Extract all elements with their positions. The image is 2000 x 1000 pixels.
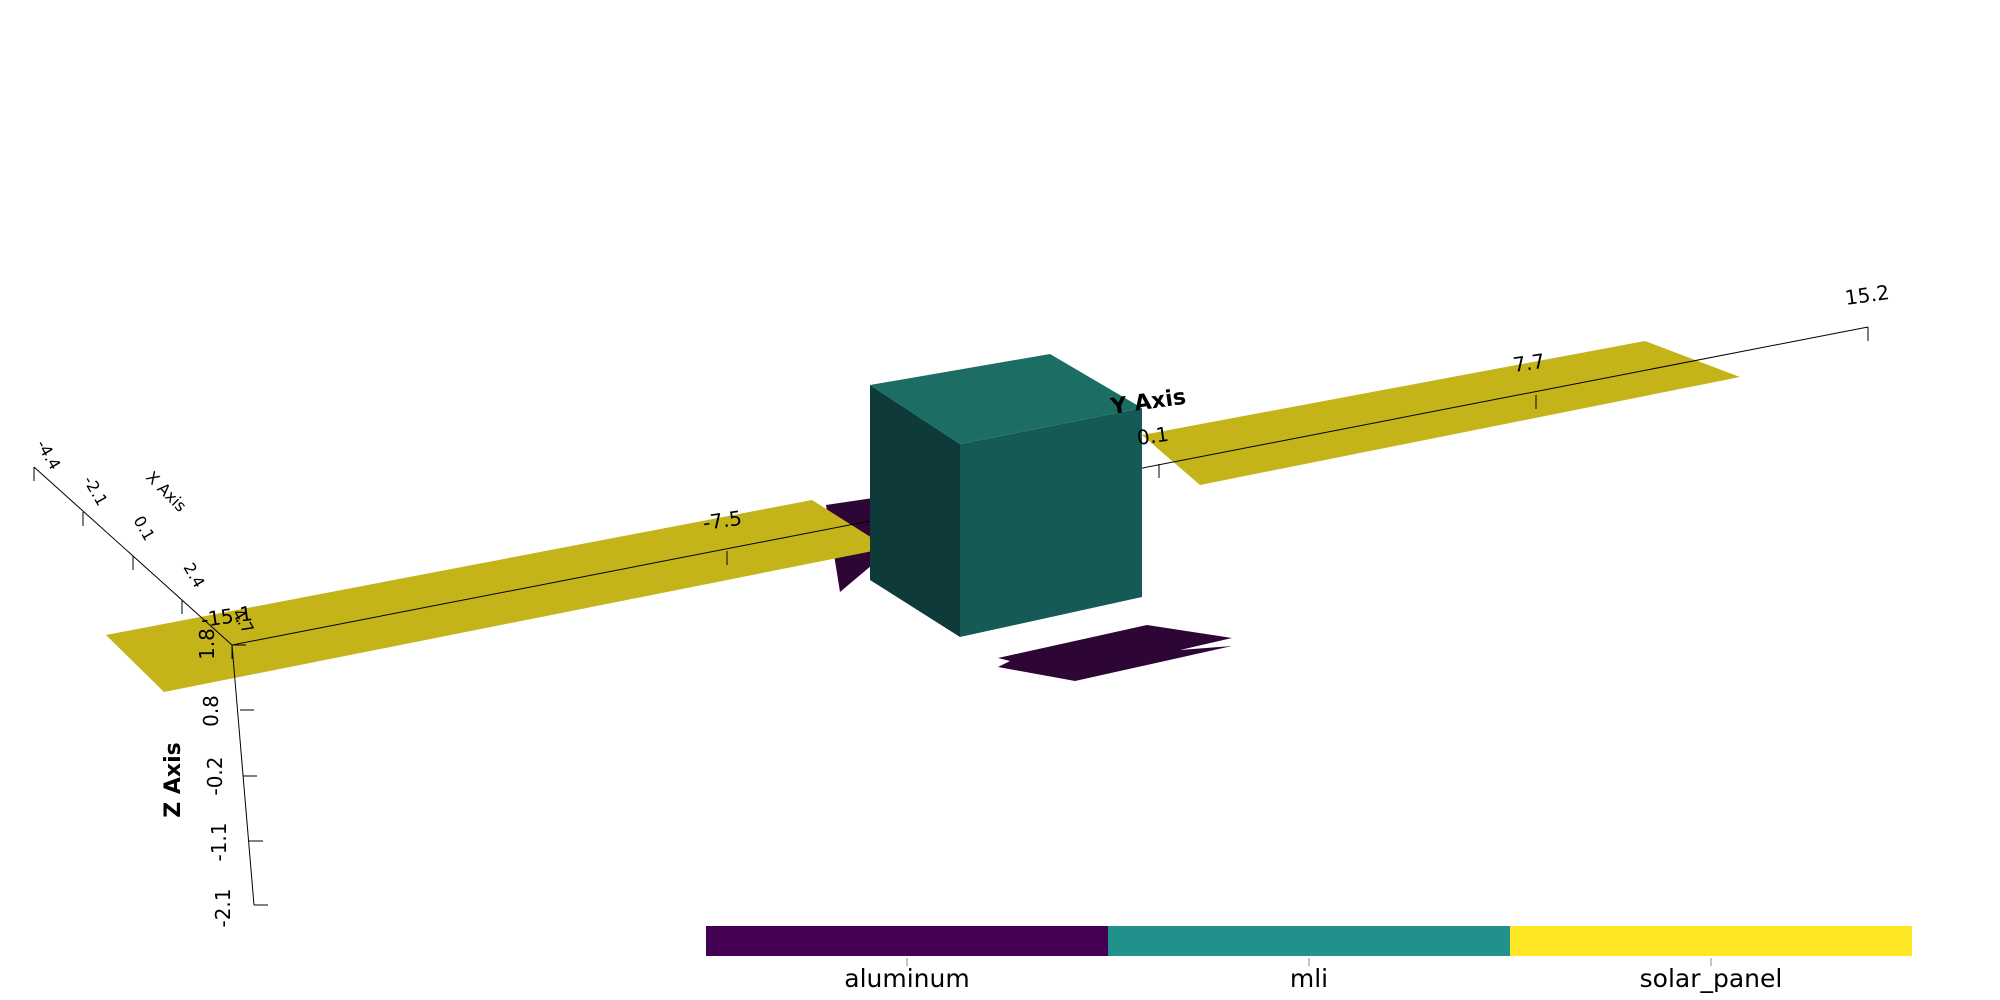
colorbar-label: mli: [1290, 964, 1328, 993]
y-axis-tick-label: 15.2: [1843, 280, 1890, 310]
y-axis-tick-label: 0.1: [1135, 422, 1170, 450]
z-axis-tick-label: -2.1: [211, 888, 235, 927]
colorbar-swatch-solar-panel: [1510, 926, 1912, 956]
z-axis-tick-label: -1.1: [207, 822, 231, 861]
z-axis-line: [231, 644, 255, 906]
bus-box-top: [870, 354, 1142, 444]
z-axis-ticks: [232, 644, 268, 906]
z-axis-tick-label: 0.8: [199, 695, 223, 727]
y-axis-title: Y Axis: [1108, 385, 1187, 420]
colorbar-swatch-mli: [1108, 926, 1510, 956]
colorbar: aluminum mli solar_panel: [706, 926, 1912, 993]
z-axis-tick-label: 1.8: [195, 628, 219, 660]
colorbar-label: aluminum: [844, 964, 969, 993]
left-solar-panel: [106, 500, 888, 692]
y-axis-tick-label: -7.5: [701, 506, 743, 535]
colorbar-swatch-aluminum: [706, 926, 1108, 956]
z-axis-tick-label: -0.2: [203, 756, 227, 795]
antenna-plate: [998, 625, 1232, 681]
bus-box-side: [870, 385, 960, 637]
x-axis-tick-label: -2.1: [80, 473, 112, 510]
x-axis-tick-label: -4.4: [33, 437, 65, 474]
x-axis-tick-label: 2.4: [180, 560, 209, 592]
bus-box-front: [960, 408, 1142, 637]
right-solar-panel: [1142, 341, 1740, 485]
colorbar-label: solar_panel: [1640, 964, 1783, 993]
x-axis-tick-label: 0.1: [130, 513, 159, 545]
y-axis-tick-label: 7.7: [1511, 349, 1546, 377]
x-axis-title: X Axis: [142, 467, 190, 515]
z-axis-title: Z Axis: [161, 742, 186, 817]
